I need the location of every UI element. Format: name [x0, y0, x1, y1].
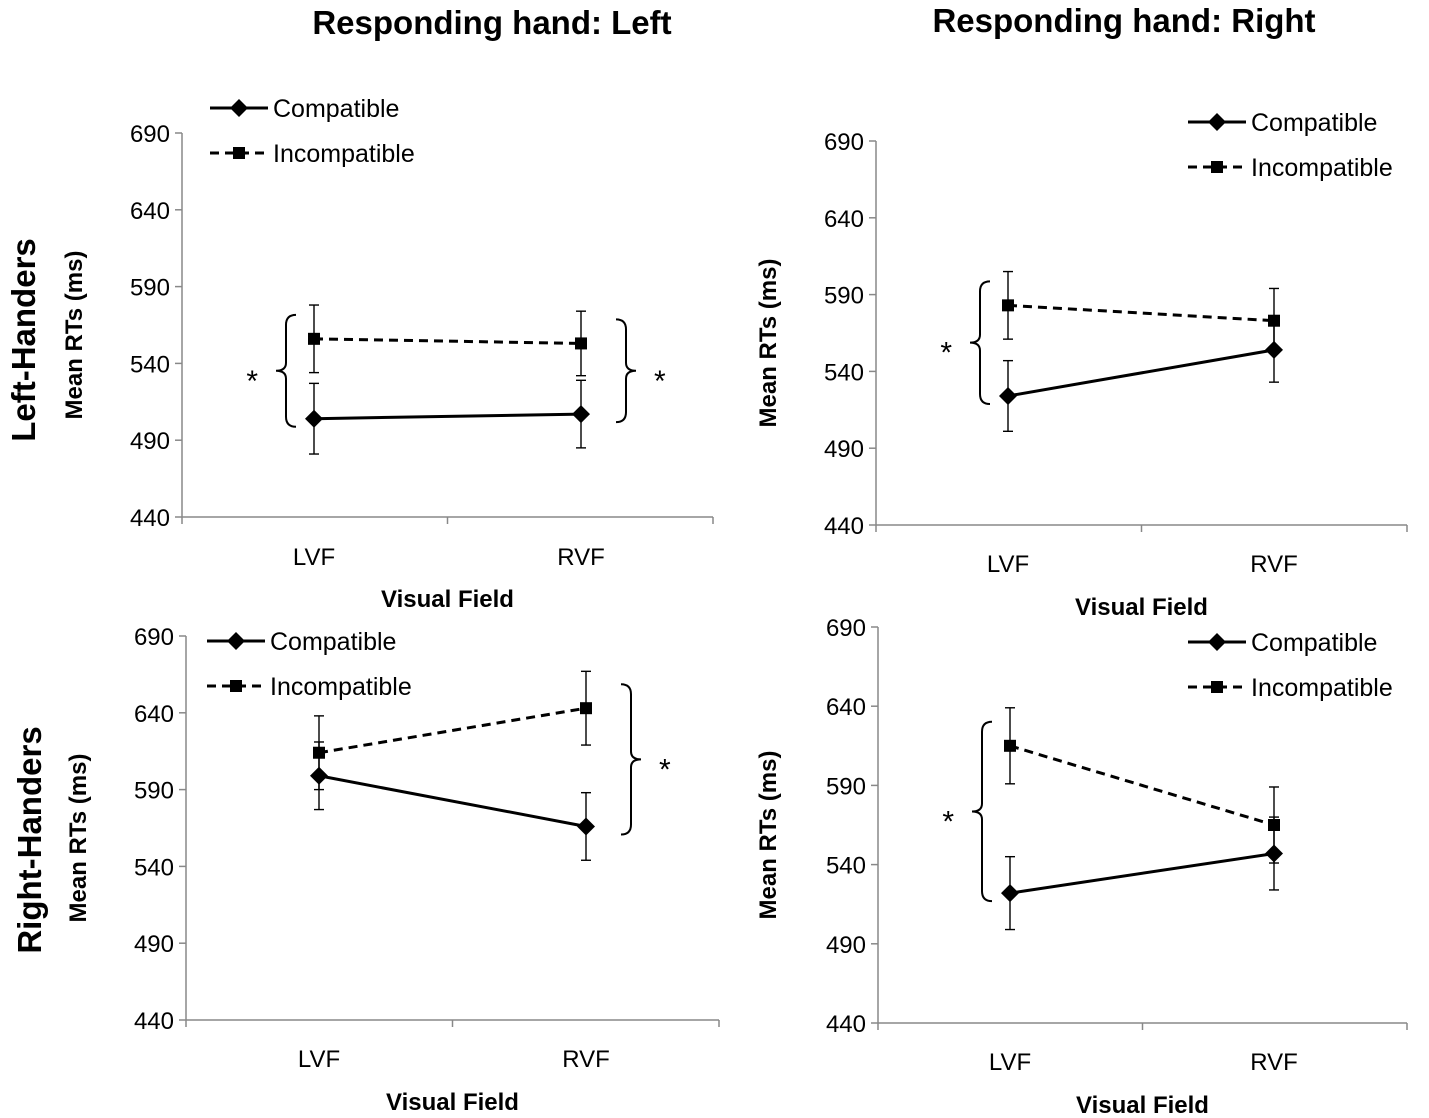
- panel2-series-line-incompatible: [1007, 303, 1275, 323]
- panel2-significance-marker: *: [940, 337, 952, 370]
- panel2-y-tick-label: 590: [824, 283, 864, 310]
- panel4-y-tick-label: 440: [826, 1011, 866, 1038]
- panel1-marker-incompatible: [308, 332, 320, 345]
- panel1-legend-marker-incompatible: [233, 147, 245, 159]
- panel3-y-axis-title: Mean RTs (ms): [65, 754, 92, 923]
- panel1-significance-marker: *: [654, 365, 666, 398]
- column-title-right-hand: Responding hand: Right: [932, 2, 1316, 39]
- panel1-y-axis-title: Mean RTs (ms): [61, 251, 88, 420]
- panel2-series-line-compatible: [1007, 348, 1275, 398]
- panel2-legend-marker-incompatible: [1211, 161, 1223, 173]
- panel3-x-category-label: LVF: [298, 1046, 340, 1073]
- panel1-y-tick-label: 540: [130, 351, 170, 378]
- panel3-marker-incompatible: [313, 746, 325, 759]
- panel3-series-line-incompatible: [318, 706, 587, 755]
- panel1-x-category-label: RVF: [557, 544, 605, 571]
- panel1-legend-label-incompatible: Incompatible: [273, 140, 415, 168]
- panel4-y-axis-title: Mean RTs (ms): [755, 751, 782, 920]
- panel2-x-category-label: RVF: [1250, 551, 1298, 578]
- panel1-x-axis-title: Visual Field: [381, 586, 514, 613]
- panel3-legend-label-incompatible: Incompatible: [270, 673, 412, 701]
- panel4-x-axis-title: Visual Field: [1076, 1092, 1209, 1118]
- panel3-y-tick-label: 640: [134, 701, 174, 728]
- panel1-legend-label-compatible: Compatible: [273, 95, 399, 123]
- panel1-y-tick-label: 440: [130, 505, 170, 532]
- panel4-y-tick-label: 640: [826, 694, 866, 721]
- panel2-y-tick-label: 690: [824, 129, 864, 156]
- panel1-significance-bracket: [615, 318, 637, 424]
- panel1-y-tick-label: 640: [130, 198, 170, 225]
- panel4-marker-compatible: [1001, 884, 1019, 903]
- panel3-y-tick-label: 540: [134, 854, 174, 881]
- panel4-series-line-compatible: [1009, 852, 1275, 895]
- panel1-y-tick-label: 590: [130, 275, 170, 302]
- panel4-significance-bracket: [971, 720, 993, 903]
- panel4-series-line-incompatible: [1009, 744, 1275, 827]
- panel4-marker-incompatible: [1268, 819, 1280, 831]
- panel3-legend-marker-incompatible: [230, 680, 242, 692]
- panel2-y-tick-label: 440: [824, 513, 864, 540]
- panel1-y-tick-label: 490: [130, 428, 170, 455]
- column-title-left-hand: Responding hand: Left: [312, 4, 672, 41]
- panel3-legend-marker-compatible: [227, 632, 245, 650]
- panel3-marker-incompatible: [580, 702, 592, 715]
- panel4-legend-label-incompatible: Incompatible: [1251, 674, 1393, 702]
- panel3-significance-marker: *: [659, 753, 671, 786]
- panel2-legend-marker-compatible: [1208, 113, 1226, 131]
- panel1-x-category-label: LVF: [293, 544, 335, 571]
- panel2-y-tick-label: 640: [824, 206, 864, 233]
- panel1-significance-bracket: [275, 313, 297, 428]
- panel3-marker-compatible: [577, 817, 595, 836]
- panel4-legend-marker-incompatible: [1211, 681, 1223, 693]
- panel2-y-axis-title: Mean RTs (ms): [755, 259, 782, 428]
- panel1-y-tick-label: 690: [130, 121, 170, 148]
- panel1-marker-incompatible: [575, 337, 587, 350]
- panel1-marker-compatible: [572, 405, 590, 424]
- panel1-series-line-compatible: [313, 412, 582, 421]
- panel4-legend-marker-compatible: [1208, 633, 1226, 651]
- panel4-significance-marker: *: [942, 805, 954, 838]
- panel3-x-axis-title: Visual Field: [386, 1089, 519, 1116]
- panel4-y-tick-label: 690: [826, 615, 866, 642]
- panel3-y-tick-label: 440: [134, 1008, 174, 1035]
- panel4-y-tick-label: 590: [826, 773, 866, 800]
- panel4-x-category-label: LVF: [989, 1049, 1031, 1076]
- panel4-y-tick-label: 540: [826, 853, 866, 880]
- panel1-significance-marker: *: [246, 365, 258, 398]
- panel3-y-tick-label: 690: [134, 624, 174, 651]
- panel2-y-tick-label: 490: [824, 436, 864, 463]
- panel4-y-tick-label: 490: [826, 932, 866, 959]
- panel2-legend-label-compatible: Compatible: [1251, 109, 1377, 137]
- panel3-y-tick-label: 590: [134, 778, 174, 805]
- panel2-x-axis-title: Visual Field: [1075, 594, 1208, 621]
- panel2-legend-label-incompatible: Incompatible: [1251, 154, 1393, 182]
- panel2-y-tick-label: 540: [824, 359, 864, 386]
- panel1-marker-compatible: [305, 409, 323, 428]
- panel3-significance-bracket: [620, 683, 642, 836]
- panel1-series-line-incompatible: [313, 337, 582, 345]
- panel4-marker-incompatible: [1004, 739, 1016, 752]
- panel2-significance-bracket: [969, 280, 991, 405]
- panel4-x-category-label: RVF: [1250, 1049, 1298, 1076]
- panel4-legend-label-compatible: Compatible: [1251, 629, 1377, 657]
- panel3-x-category-label: RVF: [562, 1046, 610, 1073]
- panel3-series-line-compatible: [318, 774, 587, 828]
- panel3-legend-label-compatible: Compatible: [270, 628, 396, 656]
- panel2-x-category-label: LVF: [987, 551, 1029, 578]
- panel3-y-tick-label: 490: [134, 931, 174, 958]
- panel2-marker-incompatible: [1002, 299, 1014, 312]
- panel2-marker-incompatible: [1268, 314, 1280, 327]
- panel2-marker-compatible: [999, 386, 1017, 405]
- panel1-legend-marker-compatible: [230, 99, 248, 117]
